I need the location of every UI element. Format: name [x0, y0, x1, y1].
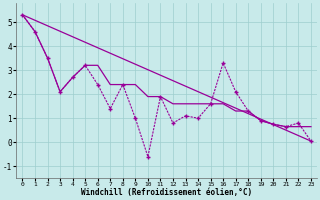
- X-axis label: Windchill (Refroidissement éolien,°C): Windchill (Refroidissement éolien,°C): [81, 188, 252, 197]
